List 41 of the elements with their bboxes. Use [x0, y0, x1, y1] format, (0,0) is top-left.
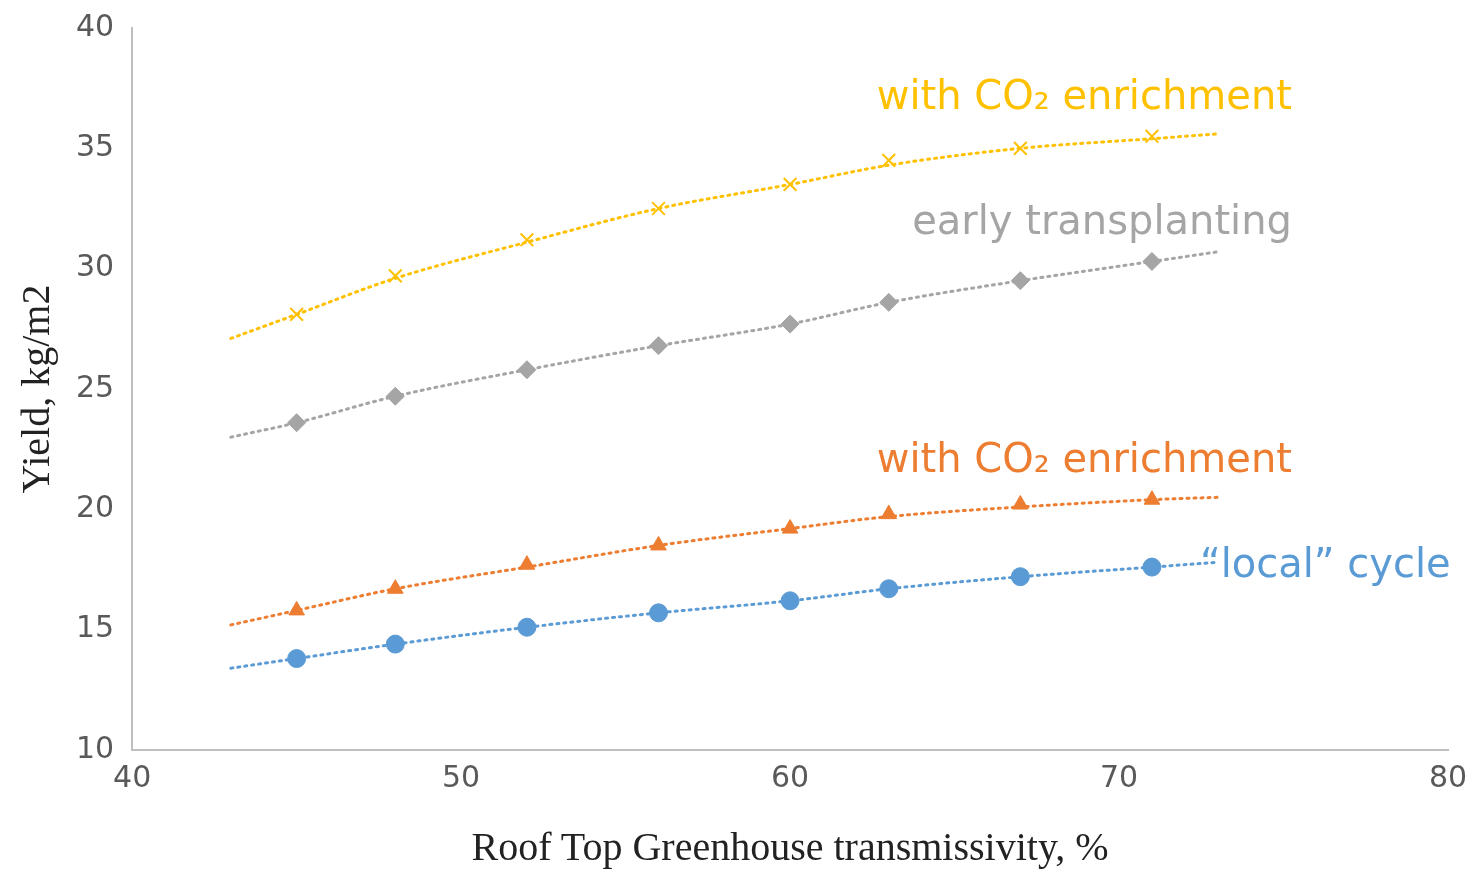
point: [1012, 140, 1028, 156]
point: [1010, 567, 1030, 587]
y-tick-label: 15: [75, 609, 115, 645]
point: [1143, 490, 1161, 505]
point: [287, 649, 307, 669]
y-tick-label: 10: [75, 729, 115, 765]
point: [1012, 495, 1029, 510]
point: [289, 307, 305, 322]
point: [385, 634, 405, 654]
point: [781, 519, 799, 534]
y-tick-label: 20: [75, 489, 115, 525]
x-tick-label: 60: [770, 758, 810, 794]
x-tick-label: 50: [442, 758, 481, 794]
series-label: with CO₂ enrichment: [876, 71, 1292, 118]
point: [519, 232, 535, 248]
point: [649, 336, 668, 356]
point: [1144, 128, 1160, 144]
point: [517, 360, 537, 380]
x-tick-label: 70: [1099, 758, 1139, 794]
point: [387, 268, 403, 284]
y-tick-label: 35: [75, 128, 115, 164]
y-tick-label: 30: [75, 248, 115, 284]
series-label: early transplanting: [912, 196, 1292, 243]
series-label: “local” cycle: [1199, 540, 1451, 587]
point: [649, 603, 668, 623]
x-axis-title: Roof Top Greenhouse transmissivity, %: [471, 823, 1109, 869]
point: [288, 600, 305, 616]
y-tick-label: 25: [75, 368, 115, 404]
point: [879, 579, 899, 599]
y-axis-title: Yield, kg/m2: [12, 284, 58, 494]
line-series: [229, 250, 1220, 439]
point: [651, 201, 666, 216]
point: [782, 177, 798, 192]
point: [881, 153, 897, 168]
point: [517, 617, 537, 637]
x-tick-label: 40: [113, 758, 152, 794]
point: [387, 579, 404, 594]
point: [650, 535, 667, 551]
y-tick-label: 40: [75, 7, 115, 43]
x-tick-label: 80: [1428, 758, 1468, 794]
series-label: with CO₂ enrichment: [876, 435, 1292, 482]
